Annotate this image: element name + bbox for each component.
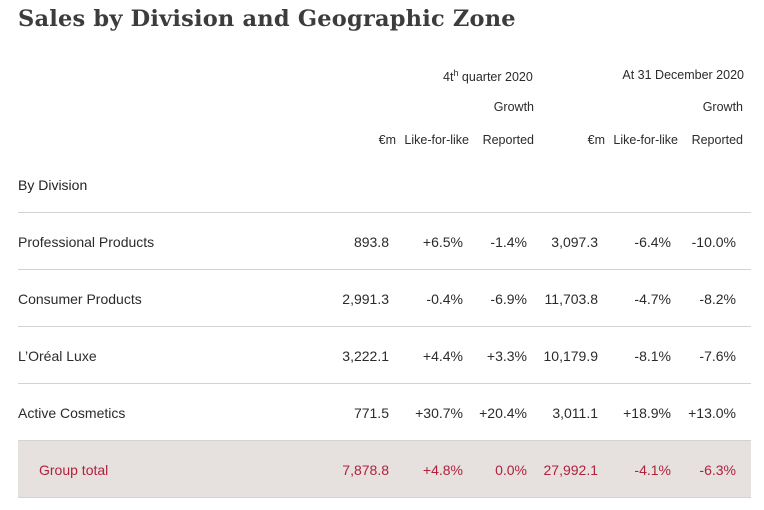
table-row-active-cosmetics: Active Cosmetics 771.5 +30.7% +20.4% 3,0… bbox=[18, 384, 751, 441]
row-divider bbox=[18, 212, 751, 213]
cell-fy-eur: 27,992.1 bbox=[543, 462, 599, 478]
cell-fy-eur: 3,011.1 bbox=[552, 405, 598, 421]
cell-q4-reported: -6.9% bbox=[490, 291, 527, 307]
cell-fy-eur: 10,179.9 bbox=[543, 348, 599, 364]
cell-fy-reported: -10.0% bbox=[691, 234, 736, 250]
table-row-group-total: Group total 7,878.8 +4.8% 0.0% 27,992.1 … bbox=[18, 441, 751, 497]
col-header-q4-reported: Reported bbox=[482, 133, 534, 147]
cell-fy-lfl: -8.1% bbox=[634, 348, 671, 364]
row-label: L’Oréal Luxe bbox=[18, 348, 97, 364]
row-divider bbox=[18, 269, 751, 270]
cell-q4-eur: 2,991.3 bbox=[342, 291, 389, 307]
cell-q4-eur: 893.8 bbox=[353, 234, 389, 250]
row-divider bbox=[18, 383, 751, 384]
row-divider bbox=[18, 497, 751, 498]
cell-q4-reported: -1.4% bbox=[490, 234, 527, 250]
cell-fy-lfl: -4.1% bbox=[634, 462, 671, 478]
cell-fy-reported: -7.6% bbox=[699, 348, 736, 364]
col-header-fy-lfl: Like-for-like bbox=[613, 133, 678, 147]
row-label: Group total bbox=[39, 462, 109, 478]
row-label: Consumer Products bbox=[18, 291, 142, 307]
cell-fy-reported: +13.0% bbox=[688, 405, 736, 421]
cell-q4-lfl: +4.8% bbox=[422, 462, 463, 478]
page-title: Sales by Division and Geographic Zone bbox=[18, 6, 516, 32]
row-divider bbox=[18, 326, 751, 327]
period-header-q4-sup: h bbox=[453, 68, 459, 78]
row-divider bbox=[18, 440, 751, 441]
col-header-fy-reported: Reported bbox=[691, 133, 743, 147]
cell-q4-lfl: +4.4% bbox=[422, 348, 463, 364]
table-row-loreal-luxe: L’Oréal Luxe 3,222.1 +4.4% +3.3% 10,179.… bbox=[18, 327, 751, 384]
cell-fy-reported: -6.3% bbox=[699, 462, 736, 478]
cell-q4-lfl: -0.4% bbox=[426, 291, 463, 307]
col-header-q4-eur: €m bbox=[378, 133, 396, 147]
cell-q4-reported: +20.4% bbox=[479, 405, 527, 421]
period-header-q4: 4th quarter 2020 bbox=[443, 68, 533, 84]
cell-q4-reported: 0.0% bbox=[495, 462, 527, 478]
table-row-professional-products: Professional Products 893.8 +6.5% -1.4% … bbox=[18, 213, 751, 270]
table-row-consumer-products: Consumer Products 2,991.3 -0.4% -6.9% 11… bbox=[18, 270, 751, 327]
cell-fy-eur: 3,097.3 bbox=[551, 234, 598, 250]
cell-fy-lfl: -4.7% bbox=[634, 291, 671, 307]
cell-fy-lfl: -6.4% bbox=[634, 234, 671, 250]
row-label: Active Cosmetics bbox=[18, 405, 126, 421]
cell-q4-lfl: +30.7% bbox=[415, 405, 463, 421]
col-header-fy-eur: €m bbox=[587, 133, 605, 147]
period-header-q4-prefix: 4t bbox=[443, 70, 454, 85]
cell-fy-lfl: +18.9% bbox=[623, 405, 671, 421]
growth-header-q4: Growth bbox=[493, 100, 534, 114]
col-header-q4-lfl: Like-for-like bbox=[404, 133, 469, 147]
section-label-by-division: By Division bbox=[18, 177, 88, 193]
cell-q4-eur: 7,878.8 bbox=[342, 462, 389, 478]
cell-q4-eur: 771.5 bbox=[353, 405, 389, 421]
cell-fy-eur: 11,703.8 bbox=[544, 291, 598, 307]
cell-q4-lfl: +6.5% bbox=[422, 234, 463, 250]
period-header-q4-suffix: quarter 2020 bbox=[458, 70, 533, 85]
cell-q4-eur: 3,222.1 bbox=[342, 348, 389, 364]
cell-fy-reported: -8.2% bbox=[699, 291, 736, 307]
row-label: Professional Products bbox=[18, 234, 155, 250]
growth-header-fy: Growth bbox=[702, 100, 743, 114]
cell-q4-reported: +3.3% bbox=[486, 348, 527, 364]
period-header-fy: At 31 December 2020 bbox=[622, 68, 744, 82]
